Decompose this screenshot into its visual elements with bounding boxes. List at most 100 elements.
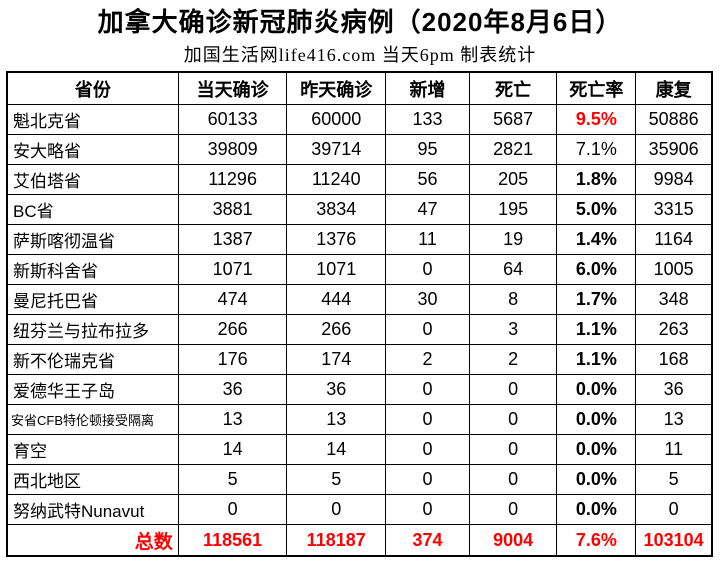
value-cell: 444	[286, 284, 387, 315]
death-rate-cell: 1.1%	[556, 344, 637, 375]
total-value-cell: 118187	[286, 524, 387, 557]
value-cell: 0	[385, 404, 470, 435]
value-cell: 11240	[286, 164, 387, 195]
value-cell: 0	[468, 404, 558, 435]
table-row: 安大略省 39809 39714 95 2821 7.1% 35906	[6, 134, 713, 165]
death-rate-cell: 0.0%	[556, 374, 637, 405]
table-row: 新斯科舍省 1071 1071 0 64 6.0% 1005	[6, 254, 713, 285]
table-row: 安省CFB特伦顿接受隔离 13 13 0 0 0.0% 13	[6, 404, 713, 435]
table-row: 西北地区 5 5 0 0 0.0% 5	[6, 464, 713, 495]
total-row: 总数 118561 118187 374 9004 7.6% 103104	[6, 524, 713, 557]
death-rate-cell: 0.0%	[556, 464, 637, 495]
death-rate-cell: 7.1%	[556, 134, 637, 165]
value-cell: 2821	[468, 134, 558, 165]
value-cell: 266	[177, 314, 288, 345]
table-row: 萨斯喀彻温省 1387 1376 11 19 1.4% 1164	[6, 224, 713, 255]
value-cell: 95	[385, 134, 470, 165]
table-row: 爱德华王子岛 36 36 0 0 0.0% 36	[6, 374, 713, 405]
value-cell: 3315	[635, 194, 713, 225]
value-cell: 1164	[635, 224, 713, 255]
value-cell: 1376	[286, 224, 387, 255]
value-cell: 0	[468, 494, 558, 525]
table-row: 努纳武特Nunavut 0 0 0 0 0.0% 0	[6, 494, 713, 525]
value-cell: 266	[286, 314, 387, 345]
death-rate-cell: 0.0%	[556, 494, 637, 525]
province-cell: 爱德华王子岛	[6, 374, 179, 405]
value-cell: 11296	[177, 164, 288, 195]
province-cell: 魁北克省	[6, 104, 179, 135]
province-cell: 新斯科舍省	[6, 254, 179, 285]
value-cell: 5	[177, 464, 288, 495]
total-value-cell: 7.6%	[556, 524, 637, 557]
death-rate-cell: 9.5%	[556, 104, 637, 135]
value-cell: 474	[177, 284, 288, 315]
table-row: 魁北克省 60133 60000 133 5687 9.5% 50886	[6, 104, 713, 135]
value-cell: 36	[286, 374, 387, 405]
table-header-row: 省份 当天确诊 昨天确诊 新增 死亡 死亡率 康复	[6, 71, 713, 105]
value-cell: 5	[635, 464, 713, 495]
covid-table: 省份 当天确诊 昨天确诊 新增 死亡 死亡率 康复 魁北克省 60133 60000…	[6, 71, 713, 557]
value-cell: 30	[385, 284, 470, 315]
value-cell: 0	[635, 494, 713, 525]
value-cell: 56	[385, 164, 470, 195]
value-cell: 0	[385, 314, 470, 345]
value-cell: 3881	[177, 194, 288, 225]
total-label: 总数	[6, 524, 179, 557]
value-cell: 0	[468, 434, 558, 465]
total-value-cell: 118561	[177, 524, 288, 557]
value-cell: 133	[385, 104, 470, 135]
table-row: 纽芬兰与拉布拉多 266 266 0 3 1.1% 263	[6, 314, 713, 345]
table-row: BC省 3881 3834 47 195 5.0% 3315	[6, 194, 713, 225]
page-title: 加拿大确诊新冠肺炎病例（2020年8月6日）	[97, 7, 623, 37]
value-cell: 35906	[635, 134, 713, 165]
column-header-recovered: 康复	[635, 71, 713, 105]
province-cell: BC省	[6, 194, 179, 225]
table-row: 育空 14 14 0 0 0.0% 11	[6, 434, 713, 465]
value-cell: 8	[468, 284, 558, 315]
value-cell: 176	[177, 344, 288, 375]
death-rate-cell: 0.0%	[556, 404, 637, 435]
total-value-cell: 374	[385, 524, 470, 557]
value-cell: 205	[468, 164, 558, 195]
value-cell: 2	[385, 344, 470, 375]
value-cell: 64	[468, 254, 558, 285]
value-cell: 14	[177, 434, 288, 465]
value-cell: 19	[468, 224, 558, 255]
value-cell: 0	[385, 464, 470, 495]
column-header-new: 新增	[385, 71, 470, 105]
value-cell: 39714	[286, 134, 387, 165]
value-cell: 39809	[177, 134, 288, 165]
value-cell: 3	[468, 314, 558, 345]
column-header-today: 当天确诊	[177, 71, 288, 105]
value-cell: 1005	[635, 254, 713, 285]
value-cell: 195	[468, 194, 558, 225]
province-cell: 萨斯喀彻温省	[6, 224, 179, 255]
death-rate-cell: 5.0%	[556, 194, 637, 225]
death-rate-cell: 6.0%	[556, 254, 637, 285]
value-cell: 60133	[177, 104, 288, 135]
value-cell: 3834	[286, 194, 387, 225]
value-cell: 0	[385, 494, 470, 525]
value-cell: 0	[468, 374, 558, 405]
table-row: 曼尼托巴省 474 444 30 8 1.7% 348	[6, 284, 713, 315]
column-header-yesterday: 昨天确诊	[286, 71, 387, 105]
value-cell: 2	[468, 344, 558, 375]
table-row: 艾伯塔省 11296 11240 56 205 1.8% 9984	[6, 164, 713, 195]
value-cell: 168	[635, 344, 713, 375]
value-cell: 1387	[177, 224, 288, 255]
value-cell: 0	[468, 464, 558, 495]
value-cell: 36	[635, 374, 713, 405]
value-cell: 13	[286, 404, 387, 435]
province-cell: 纽芬兰与拉布拉多	[6, 314, 179, 345]
death-rate-cell: 1.8%	[556, 164, 637, 195]
column-header-province: 省份	[6, 71, 179, 105]
value-cell: 47	[385, 194, 470, 225]
value-cell: 5687	[468, 104, 558, 135]
province-cell: 育空	[6, 434, 179, 465]
value-cell: 263	[635, 314, 713, 345]
value-cell: 13	[177, 404, 288, 435]
value-cell: 0	[385, 434, 470, 465]
value-cell: 0	[286, 494, 387, 525]
value-cell: 0	[385, 374, 470, 405]
value-cell: 9984	[635, 164, 713, 195]
